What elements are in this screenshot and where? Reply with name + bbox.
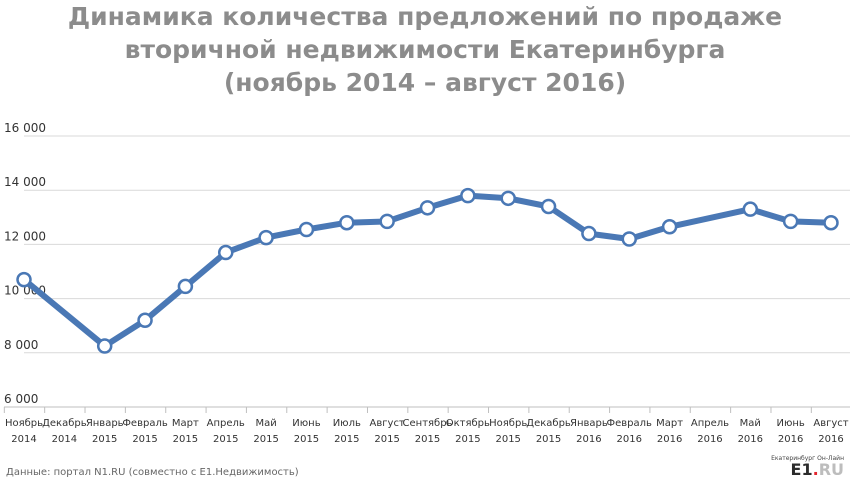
x-tick-label-month: Май xyxy=(740,418,761,429)
y-tick-label: 12 000 xyxy=(4,229,46,243)
x-tick-label-month: Март xyxy=(656,418,683,429)
x-tick-label-year: 2014 xyxy=(11,434,36,445)
x-tick-label-year: 2016 xyxy=(657,434,682,445)
x-tick-label-year: 2015 xyxy=(253,434,278,445)
x-tick-label-month: Декабрь xyxy=(42,418,87,429)
y-tick-label: 14 000 xyxy=(4,175,46,189)
y-tick-label: 6 000 xyxy=(4,392,38,406)
data-point xyxy=(581,225,597,242)
x-tick-label-month: Август xyxy=(370,418,405,429)
x-tick-label-month: Октябрь xyxy=(446,418,490,429)
data-point xyxy=(460,187,476,204)
x-tick-label-year: 2016 xyxy=(576,434,601,445)
data-point xyxy=(298,221,315,238)
x-tick-label-year: 2016 xyxy=(818,434,843,445)
x-tick-label-year: 2016 xyxy=(738,434,763,445)
data-point xyxy=(742,201,759,217)
x-tick-label-month: Сентябрь xyxy=(403,418,453,429)
x-tick-label-month: Ноябрь xyxy=(489,418,527,429)
x-tick-label-year: 2015 xyxy=(334,434,359,445)
x-tick-label-year: 2016 xyxy=(697,434,722,445)
x-tick-label-month: Июль xyxy=(333,418,361,429)
data-point xyxy=(500,190,516,207)
data-point xyxy=(96,338,113,354)
x-tick-label-month: Ноябрь xyxy=(5,418,43,429)
data-point xyxy=(661,219,678,235)
y-tick-label: 8 000 xyxy=(4,338,38,352)
x-tick-label-year: 2015 xyxy=(213,434,238,445)
x-tick-label-month: Декабрь xyxy=(526,418,571,429)
x-tick-label-month: Апрель xyxy=(207,418,245,429)
data-point xyxy=(419,200,436,216)
x-tick-label-year: 2015 xyxy=(173,434,198,445)
x-tick-label-month: Январь xyxy=(86,418,124,429)
x-tick-label-month: Апрель xyxy=(691,418,729,429)
data-point xyxy=(782,213,799,230)
x-tick-label-year: 2015 xyxy=(455,434,480,445)
logo-suffix: RU xyxy=(818,460,844,479)
x-tick-label-year: 2015 xyxy=(536,434,561,445)
x-tick-label-year: 2016 xyxy=(617,434,642,445)
data-source-note: Данные: портал N1.RU (совместно с Е1.Нед… xyxy=(6,467,299,478)
x-tick-label-month: Июнь xyxy=(776,418,804,429)
data-point xyxy=(16,271,32,288)
x-tick-label-month: Август xyxy=(813,418,848,429)
data-point xyxy=(339,214,355,231)
x-tick-label-month: Июнь xyxy=(292,418,320,429)
x-tick-label-month: Февраль xyxy=(607,418,653,429)
chart-title-line-2: вторичной недвижимости Екатеринбурга xyxy=(124,35,726,64)
e1-logo: E1.RU xyxy=(791,461,844,479)
x-tick-label-year: 2015 xyxy=(92,434,117,445)
data-point xyxy=(379,213,395,230)
data-point xyxy=(218,244,234,261)
data-point xyxy=(621,231,637,247)
x-tick-label-month: Март xyxy=(172,418,199,429)
x-tick-label-month: Февраль xyxy=(122,418,168,429)
logo-dot: . xyxy=(812,460,819,479)
x-tick-label-year: 2015 xyxy=(374,434,399,445)
data-point xyxy=(823,214,839,231)
x-tick-label-year: 2015 xyxy=(294,434,319,445)
logo-subtitle: Екатеринбург Он-Лайн xyxy=(771,455,844,462)
x-tick-label-year: 2015 xyxy=(415,434,440,445)
x-tick-label-year: 2015 xyxy=(495,434,520,445)
data-point xyxy=(540,198,557,215)
x-tick-label-year: 2015 xyxy=(132,434,157,445)
chart-title-line-3: (ноябрь 2014 – август 2016) xyxy=(223,68,627,97)
x-tick-label-year: 2016 xyxy=(778,434,803,445)
y-tick-label: 16 000 xyxy=(4,121,46,135)
chart-title-line-1: Динамика количества предложений по прода… xyxy=(67,2,783,31)
data-point xyxy=(137,312,153,329)
logo-main-text: E1 xyxy=(790,460,813,479)
data-point xyxy=(258,229,274,246)
x-tick-label-month: Май xyxy=(255,418,276,429)
data-point xyxy=(177,278,194,295)
x-tick-label-month: Январь xyxy=(570,418,608,429)
x-tick-label-year: 2014 xyxy=(52,434,77,445)
chart-title: Динамика количества предложений по прода… xyxy=(0,0,850,99)
